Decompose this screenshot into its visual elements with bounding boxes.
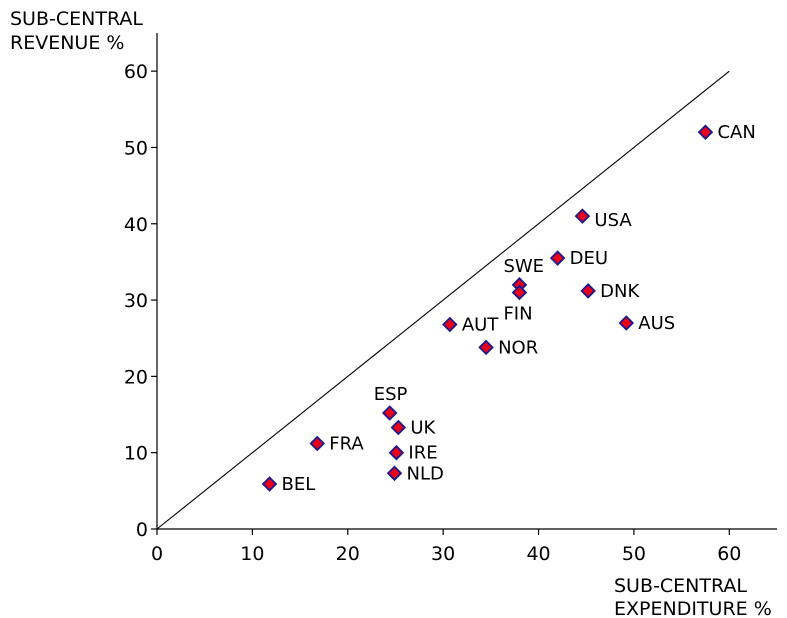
point-label: UK — [410, 418, 436, 439]
y-axis-title-line-2: REVENUE % — [10, 32, 124, 54]
x-tick-label: 40 — [526, 543, 550, 565]
diamond-marker — [697, 124, 714, 140]
x-tick-label: 0 — [151, 543, 163, 565]
data-point-dnk: DNK — [580, 281, 640, 302]
y-tick-label: 30 — [124, 290, 148, 312]
data-point-swe: SWE — [503, 256, 544, 293]
data-point-nld: NLD — [386, 463, 444, 484]
data-point-uk: UK — [390, 418, 436, 439]
data-point-can: CAN — [697, 122, 756, 143]
y-axis-title-line-1: SUB-CENTRAL — [10, 8, 143, 30]
point-label: CAN — [717, 122, 755, 143]
point-label: AUT — [462, 314, 499, 335]
diamond-marker — [388, 444, 405, 461]
point-label: IRE — [408, 443, 437, 464]
reference-line-group — [156, 70, 730, 530]
diamond-marker — [309, 435, 326, 452]
point-label: SWE — [503, 256, 544, 277]
data-point-bel: BEL — [261, 474, 316, 495]
point-label: NLD — [407, 463, 444, 484]
point-label: NOR — [498, 337, 538, 358]
diamond-marker — [618, 315, 635, 331]
diamond-marker — [511, 284, 528, 301]
point-label: FRA — [329, 434, 364, 455]
y-tick-label: 0 — [136, 519, 148, 541]
point-label: AUS — [638, 313, 675, 334]
data-point-deu: DEU — [549, 248, 608, 269]
x-tick-label: 30 — [431, 543, 455, 565]
x-axis-title-line-2: EXPENDITURE % — [614, 598, 772, 618]
y-tick-label: 10 — [124, 443, 148, 465]
y-tick-label: 40 — [124, 214, 148, 236]
y-tick-label: 20 — [124, 366, 148, 388]
data-point-aus: AUS — [618, 313, 675, 334]
x-tick-label: 60 — [717, 543, 741, 565]
axes: 0 10 20 30 40 50 60 0 10 20 30 40 50 60 — [124, 33, 777, 565]
diamond-marker — [478, 339, 494, 356]
diamond-marker — [386, 465, 403, 482]
data-point-fra: FRA — [309, 434, 364, 455]
x-tick-label: 20 — [336, 543, 360, 565]
point-label: DEU — [570, 248, 608, 269]
x-tick-label: 50 — [622, 543, 646, 565]
diamond-marker — [574, 208, 591, 224]
diamond-marker — [442, 316, 458, 333]
point-label: DNK — [600, 281, 640, 302]
x-axis-title-line-1: SUB-CENTRAL — [614, 575, 747, 597]
diamond-marker — [381, 405, 398, 421]
diamond-marker — [549, 250, 566, 266]
point-label: USA — [594, 210, 632, 231]
data-point-aut: AUT — [442, 314, 499, 335]
point-label: ESP — [374, 384, 408, 405]
point-label: BEL — [282, 474, 316, 495]
reference-line — [156, 70, 730, 530]
point-label: FIN — [503, 303, 532, 324]
diamond-marker — [390, 419, 407, 436]
data-point-nor: NOR — [478, 337, 538, 358]
data-point-fin: FIN — [503, 284, 533, 324]
data-point-esp: ESP — [374, 384, 408, 421]
y-tick-label: 60 — [124, 61, 148, 83]
data-point-usa: USA — [574, 208, 632, 231]
diamond-marker — [261, 476, 278, 492]
diamond-marker — [580, 283, 596, 299]
y-tick-label: 50 — [124, 137, 148, 159]
data-point-ire: IRE — [388, 443, 438, 464]
x-tick-label: 10 — [240, 543, 264, 565]
